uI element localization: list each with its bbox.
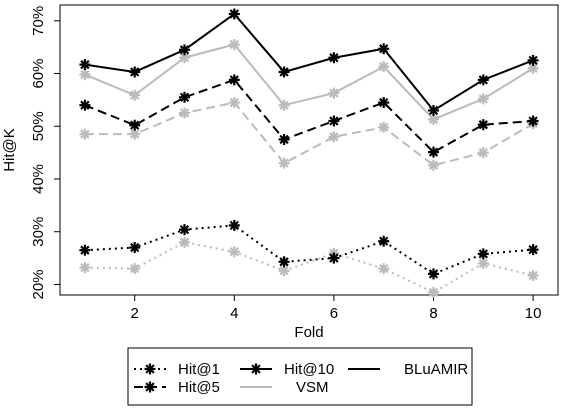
data-point xyxy=(477,257,489,269)
x-axis-title: Fold xyxy=(294,324,323,341)
x-tick-label: 6 xyxy=(330,305,338,322)
x-tick-label: 4 xyxy=(230,305,238,322)
series-line-hit-at-5-bluamir xyxy=(84,78,534,154)
y-tick-label: 50% xyxy=(30,111,47,141)
data-point xyxy=(378,61,390,73)
data-point xyxy=(328,252,340,264)
data-point xyxy=(527,269,539,281)
data-point xyxy=(477,74,489,86)
data-point xyxy=(428,159,439,171)
legend-item-hit-at-1: Hit@1 xyxy=(134,361,220,378)
series-layer xyxy=(79,8,539,298)
data-point xyxy=(79,244,91,256)
data-point xyxy=(428,286,439,298)
data-point xyxy=(79,69,91,81)
series-line-hit-at-1-vsm xyxy=(84,241,534,294)
axes: 2 4 6 8 10 20% 30% 40% 50% 60% 70% Fold Hit@K xyxy=(1,4,559,341)
data-point xyxy=(378,43,390,55)
y-axis-title: Hit@K xyxy=(1,128,18,172)
series-line-hit-at-5-vsm xyxy=(84,101,534,167)
data-point xyxy=(328,131,340,143)
data-point xyxy=(428,146,439,158)
legend-item-bluamir: BLuAMIR xyxy=(348,361,468,378)
data-point xyxy=(129,119,141,131)
data-point xyxy=(428,268,439,280)
data-point xyxy=(228,219,240,231)
data-point xyxy=(228,39,240,51)
series-hit-at-10-vsm xyxy=(79,39,539,125)
data-point xyxy=(477,248,489,260)
legend-label: BLuAMIR xyxy=(404,361,468,378)
legend-swatch-marker xyxy=(144,363,156,375)
data-point xyxy=(79,99,91,111)
x-tick-label: 10 xyxy=(525,305,542,322)
legend-label: Hit@1 xyxy=(178,361,220,378)
data-point xyxy=(129,263,141,275)
data-point xyxy=(179,107,190,119)
legend-box xyxy=(127,347,473,406)
data-point xyxy=(378,121,390,133)
data-point xyxy=(477,147,489,159)
data-point xyxy=(278,99,290,111)
data-point xyxy=(179,91,190,103)
legend-label: Hit@5 xyxy=(178,379,220,396)
series-hit-at-10-bluamir xyxy=(79,8,539,116)
series-hit-at-5-bluamir xyxy=(79,74,539,158)
data-point xyxy=(527,54,539,66)
data-point xyxy=(527,115,539,127)
data-point xyxy=(228,74,240,86)
series-hit-at-5-vsm xyxy=(79,97,539,171)
data-point xyxy=(278,133,290,145)
data-point xyxy=(378,97,390,109)
data-point xyxy=(129,66,141,78)
data-point xyxy=(129,242,141,254)
series-hit-at-1-vsm xyxy=(79,236,539,298)
legend-swatch-marker xyxy=(144,381,156,393)
x-tick-label: 8 xyxy=(429,305,437,322)
legend-item-hit-at-10: Hit@10 xyxy=(240,361,334,378)
data-point xyxy=(428,113,439,125)
series-line-hit-at-1-bluamir xyxy=(84,224,534,276)
data-point xyxy=(228,97,240,109)
series-hit-at-1-bluamir xyxy=(79,219,539,280)
data-point xyxy=(328,87,340,99)
data-point xyxy=(79,128,91,140)
data-point xyxy=(278,157,290,169)
legend: Hit@1 Hit@10 BLuAMIR Hit@5 VSM xyxy=(127,347,473,406)
y-tick-label: 30% xyxy=(30,217,47,247)
data-point xyxy=(278,66,290,78)
y-tick-label: 40% xyxy=(30,164,47,194)
legend-item-hit-at-5: Hit@5 xyxy=(134,379,220,396)
data-point xyxy=(378,235,390,247)
plot-frame xyxy=(59,4,559,296)
legend-item-vsm: VSM xyxy=(240,379,329,396)
data-point xyxy=(79,262,91,274)
series-line-hit-at-10-bluamir xyxy=(84,12,534,112)
data-point xyxy=(378,263,390,275)
data-point xyxy=(278,256,290,268)
data-point xyxy=(328,115,340,127)
data-point xyxy=(477,119,489,131)
y-tick-label: 70% xyxy=(30,6,47,36)
data-point xyxy=(477,93,489,105)
data-point xyxy=(328,52,340,64)
data-point xyxy=(228,8,240,20)
legend-swatch-marker xyxy=(250,363,262,375)
data-point xyxy=(179,44,190,56)
data-point xyxy=(527,244,539,256)
data-point xyxy=(129,89,141,101)
data-point xyxy=(428,104,439,116)
data-point xyxy=(79,59,91,71)
legend-label: Hit@10 xyxy=(284,361,334,378)
series-line-hit-at-10-vsm xyxy=(84,43,534,121)
data-point xyxy=(179,236,190,248)
y-tick-label: 60% xyxy=(30,59,47,89)
data-point xyxy=(527,62,539,74)
x-tick-label: 2 xyxy=(131,305,139,322)
legend-label: VSM xyxy=(296,379,329,396)
data-point xyxy=(179,224,190,236)
y-tick-label: 20% xyxy=(30,269,47,299)
data-point xyxy=(228,246,240,258)
